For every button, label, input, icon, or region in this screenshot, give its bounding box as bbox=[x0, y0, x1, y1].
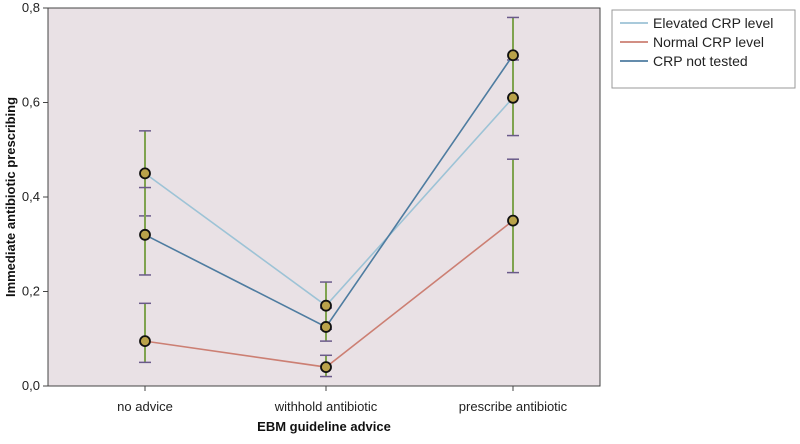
legend-label: Elevated CRP level bbox=[653, 15, 773, 31]
data-point bbox=[320, 361, 332, 374]
y-tick-label: 0,0 bbox=[22, 378, 40, 393]
legend-label: CRP not tested bbox=[653, 53, 748, 69]
data-point bbox=[320, 299, 332, 312]
data-point bbox=[507, 49, 519, 62]
axes: 0,0 0,2 0,4 0,6 0,8 no advice withhold antibio… bbox=[22, 0, 568, 414]
data-point bbox=[320, 321, 332, 333]
y-tick-label: 0,8 bbox=[22, 0, 40, 15]
y-axis-title: Immediate antibiotic prescribing bbox=[3, 97, 18, 297]
x-tick-label: no advice bbox=[117, 399, 173, 414]
x-tick-label: prescribe antibiotic bbox=[459, 399, 568, 414]
data-point bbox=[139, 228, 151, 241]
x-tick-label: withhold antibiotic bbox=[274, 399, 378, 414]
y-tick-label: 0,4 bbox=[22, 189, 40, 204]
legend: Elevated CRP level Normal CRP level CRP no… bbox=[611, 9, 796, 89]
data-markers bbox=[139, 49, 519, 374]
x-axis-title: EBM guideline advice bbox=[257, 419, 391, 434]
data-point bbox=[507, 91, 519, 104]
legend-label: Normal CRP level bbox=[653, 34, 764, 50]
data-point bbox=[507, 214, 519, 227]
y-tick-label: 0,6 bbox=[22, 95, 40, 110]
y-tick-label: 0,2 bbox=[22, 284, 40, 299]
data-point bbox=[139, 335, 151, 348]
data-point bbox=[139, 167, 151, 180]
